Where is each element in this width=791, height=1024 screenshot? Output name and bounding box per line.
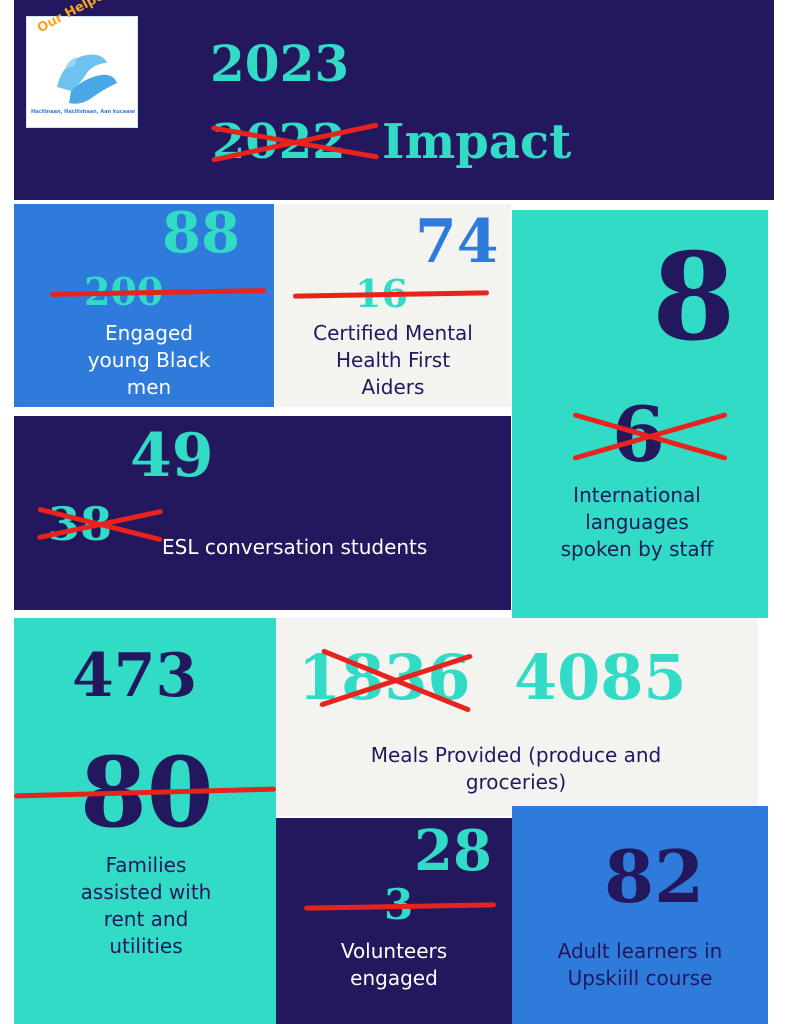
header-impact: Impact — [382, 114, 572, 170]
card-esl: 49 38 ESL conversation students — [14, 416, 511, 610]
card-young-men: 88 200 Engaged young Black men — [14, 200, 274, 407]
card-meals: 1836 4085 Meals Provided (produce and gr… — [276, 618, 758, 816]
volunteers-new: 28 — [414, 818, 492, 884]
young-men-new: 88 — [162, 200, 240, 266]
volunteers-label: Volunteers engaged — [340, 939, 448, 990]
meals-new: 4085 — [514, 641, 687, 714]
meals-label: Meals Provided (produce and groceries) — [370, 743, 662, 794]
card-volunteers: 28 3 Volunteers engaged — [276, 818, 512, 1024]
header-new-year: 2023 — [210, 34, 350, 93]
esl-label: ESL conversation students — [162, 535, 428, 559]
card-families: 473 80 Families assisted with rent and u… — [13, 618, 277, 1024]
first-aiders-label: Certified Mental Health First Aiders — [313, 321, 473, 399]
esl-new: 49 — [130, 421, 214, 491]
logo: Our Helpers Hacilinaan, Hacilishaan, Aan… — [26, 0, 138, 128]
card-adult-learners: 82 Adult learners in Upskiill course — [512, 806, 768, 1024]
header-banner — [14, 0, 774, 200]
young-men-label: Engaged young Black men — [87, 321, 211, 399]
first-aiders-new: 74 — [415, 207, 499, 277]
adult-learners-value: 82 — [604, 834, 705, 919]
adult-learners-label: Adult learners in Upskiill course — [557, 939, 723, 990]
card-first-aiders: 74 16 Certified Mental Health First Aide… — [275, 204, 511, 407]
languages-new: 8 — [652, 227, 736, 368]
logo-tagline: Hacilinaan, Hacilishaan, Aan kucaawino — [31, 109, 135, 115]
families-label: Families assisted with rent and utilitie… — [80, 853, 212, 958]
families-new: 473 — [72, 641, 198, 711]
helping-hands-icon — [57, 54, 117, 104]
languages-label: International languages spoken by staff — [560, 483, 714, 561]
card-languages: 8 6 International languages spoken by st… — [512, 210, 768, 618]
